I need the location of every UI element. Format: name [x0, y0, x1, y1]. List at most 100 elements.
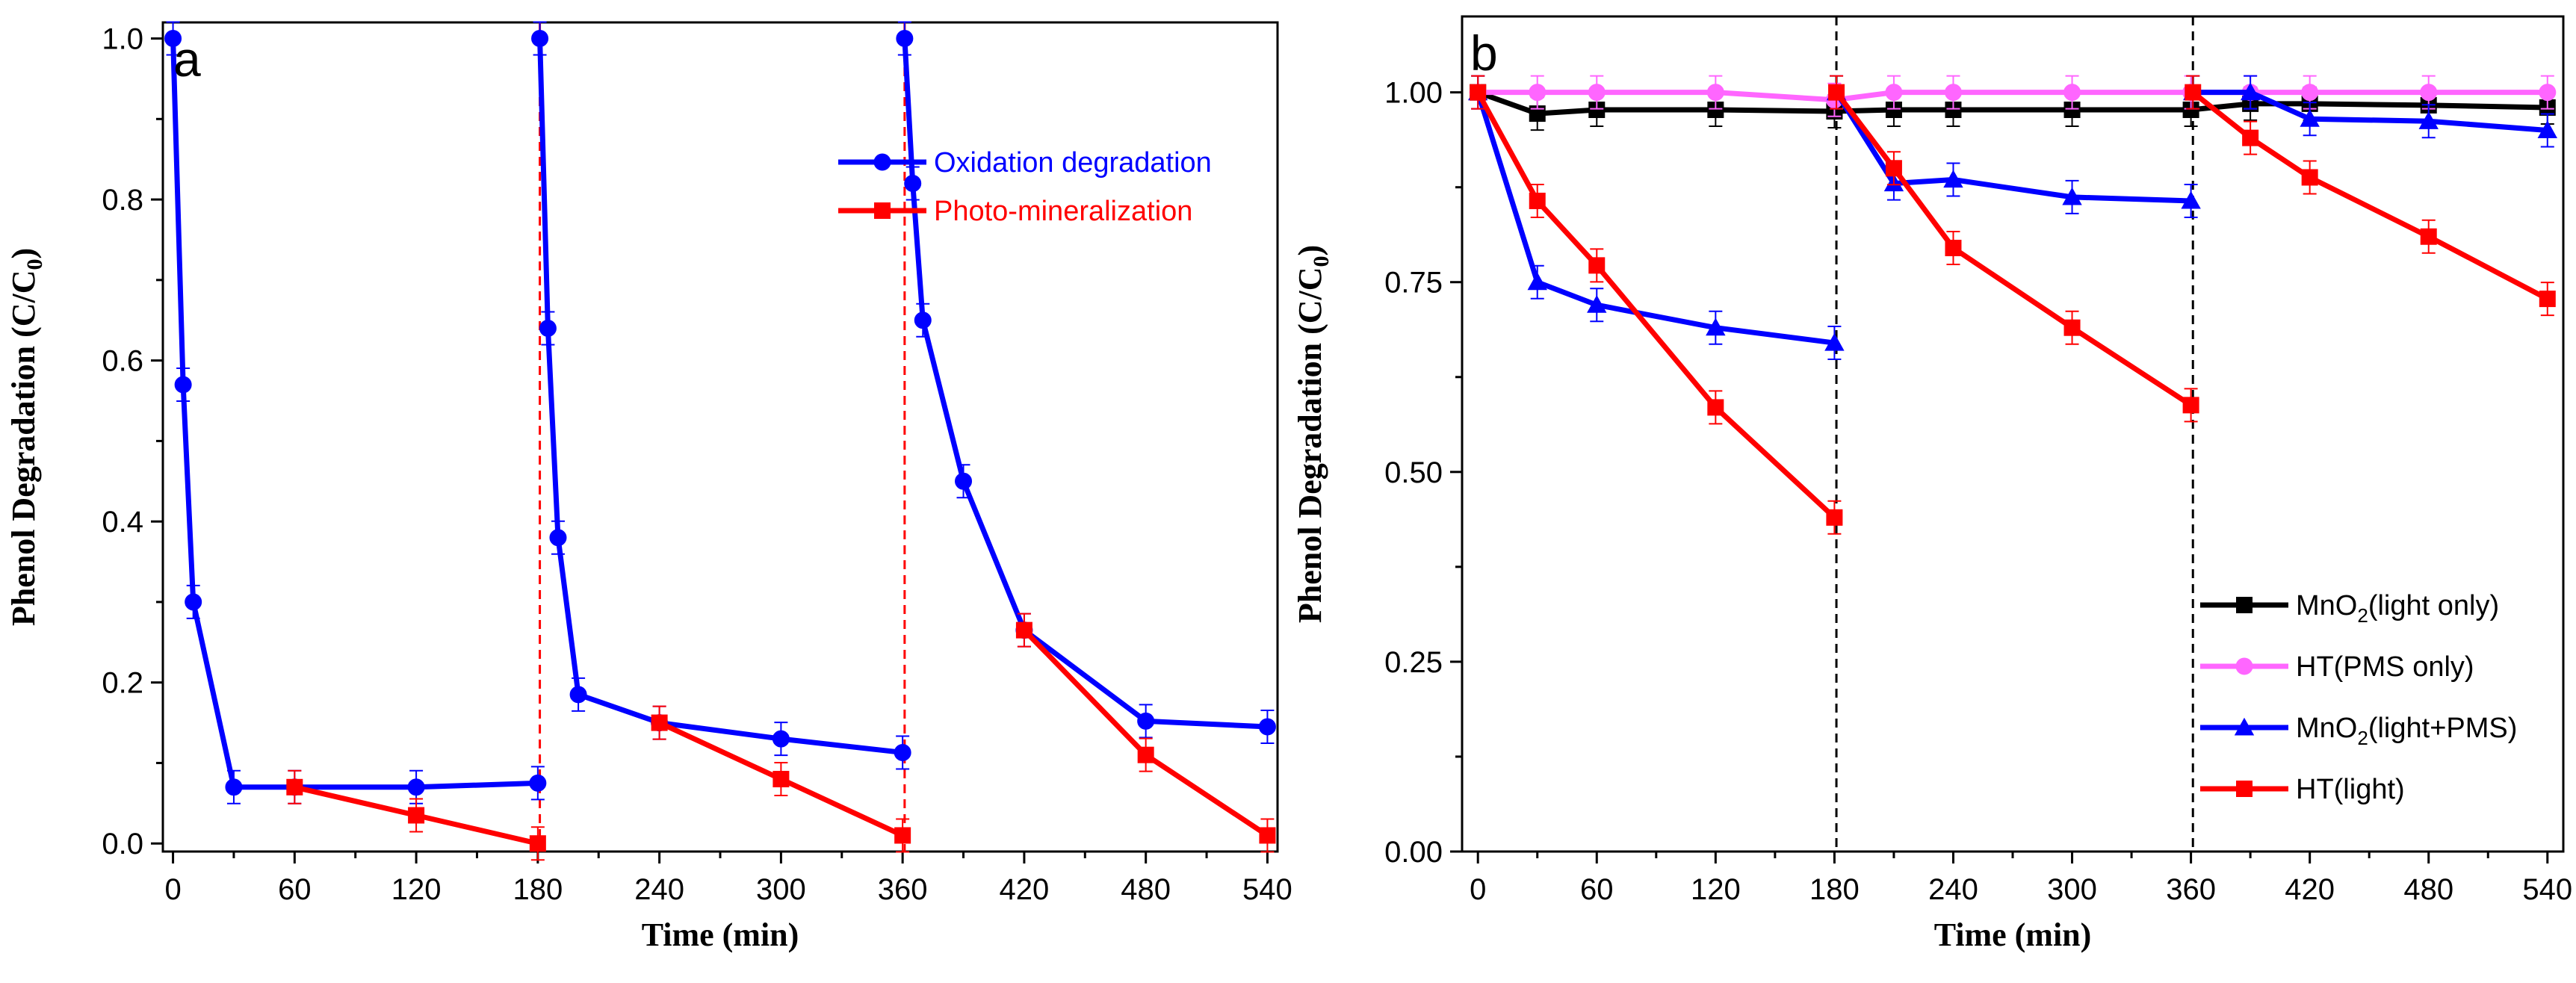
data-point: [1258, 718, 1276, 736]
data-point: [1885, 84, 1903, 102]
data-point: [1529, 84, 1546, 102]
legend-label: HT(light): [2296, 774, 2405, 805]
x-tick-label: 180: [513, 873, 563, 906]
x-tick-label: 120: [1691, 873, 1741, 906]
legend-label: HT(PMS only): [2296, 651, 2474, 683]
y-axis-title: Phenol Degradation (C/C0): [5, 248, 47, 626]
series-line: [537, 38, 903, 755]
data-point: [904, 175, 922, 193]
y-tick-label: 0.0: [102, 828, 143, 860]
data-point: [1137, 746, 1154, 763]
data-point: [1706, 84, 1724, 102]
series-line: [902, 38, 1268, 730]
data-point: [914, 311, 932, 329]
data-point: [894, 743, 911, 761]
data-point: [2300, 109, 2320, 127]
data-point: [1943, 170, 1963, 188]
data-point: [1828, 84, 1845, 101]
series-line: [170, 38, 538, 790]
data-point: [1588, 257, 1606, 274]
x-tick-label: 300: [756, 873, 806, 906]
data-point: [2242, 129, 2259, 146]
x-tick-label: 300: [2047, 873, 2097, 906]
data-point: [772, 730, 790, 748]
x-tick-label: 0: [164, 873, 181, 906]
data-point: [2181, 190, 2201, 209]
data-point: [955, 472, 973, 490]
data-point: [1588, 84, 1606, 102]
data-point: [2301, 84, 2319, 102]
series-line: [1834, 90, 2193, 408]
data-point: [2418, 111, 2439, 129]
data-point: [1259, 827, 1276, 844]
y-tick-label: 1.0: [102, 23, 143, 56]
data-point: [539, 320, 557, 338]
x-axis-title: Time (min): [1934, 917, 2092, 953]
data-point: [1945, 239, 1962, 256]
data-point: [225, 778, 243, 796]
data-point: [1529, 192, 1546, 209]
data-point: [2185, 84, 2202, 101]
y-tick-label: 0.2: [102, 667, 143, 700]
series-line: [2191, 90, 2549, 302]
data-point: [2240, 82, 2261, 101]
data-point: [2420, 228, 2437, 245]
legend-marker: [2236, 597, 2253, 613]
data-point: [1588, 102, 1606, 119]
panel-letter: a: [173, 31, 201, 87]
x-tick-label: 60: [278, 873, 312, 906]
data-point: [651, 714, 668, 731]
x-tick-label: 480: [2403, 873, 2453, 906]
data-point: [569, 686, 587, 704]
data-point: [2539, 291, 2556, 308]
data-point: [1527, 272, 1547, 291]
data-point: [164, 30, 182, 48]
legend-label: Oxidation degradation: [934, 147, 1212, 179]
data-point: [286, 778, 303, 796]
y-tick-label: 0.75: [1384, 267, 1443, 300]
data-point: [2301, 169, 2318, 186]
legend-marker: [2236, 781, 2253, 797]
data-point: [408, 807, 425, 824]
data-point: [2062, 187, 2082, 205]
x-tick-label: 480: [1121, 873, 1171, 906]
x-tick-label: 120: [391, 873, 442, 906]
legend-marker: [2234, 717, 2255, 736]
data-point: [407, 778, 425, 796]
legend-label: MnO2(light only): [2296, 590, 2499, 627]
data-point: [529, 774, 547, 792]
x-tick-label: 240: [634, 873, 684, 906]
data-point: [1587, 295, 1607, 313]
data-point: [1944, 84, 1962, 102]
x-tick-label: 60: [1580, 873, 1614, 906]
data-point: [531, 30, 549, 48]
x-tick-label: 360: [878, 873, 928, 906]
legend: MnO2(light only) HT(PMS only) MnO2(light+P…: [2200, 590, 2517, 805]
data-point: [1015, 621, 1032, 639]
x-tick-label: 180: [1809, 873, 1860, 906]
legend-label: Photo-mineralization: [934, 196, 1192, 227]
data-point: [773, 771, 790, 788]
series-line: [1478, 90, 2548, 103]
y-tick-label: 0.25: [1384, 646, 1443, 679]
x-tick-label: 240: [1928, 873, 1978, 906]
data-point: [1826, 509, 1843, 526]
series-line: [1476, 90, 1836, 520]
x-axis-title: Time (min): [642, 917, 799, 953]
data-point: [896, 30, 914, 48]
data-point: [2063, 102, 2081, 119]
data-point: [1706, 317, 1726, 336]
data-point: [1470, 84, 1487, 101]
panel-b-chart: 0 60 120 180 240 300 360 420 480 540 0.00 0.25 0.50 0…: [1292, 15, 2572, 953]
data-point: [174, 376, 192, 394]
x-tick-label: 420: [1000, 873, 1050, 906]
y-tick-label: 0.00: [1384, 836, 1443, 869]
y-tick-label: 0.4: [102, 506, 143, 539]
data-point: [2539, 84, 2557, 102]
x-tick-label: 420: [2285, 873, 2335, 906]
data-point: [1885, 160, 1902, 177]
data-point: [1707, 399, 1724, 416]
y-tick-label: 0.50: [1384, 456, 1443, 489]
data-point: [2182, 397, 2199, 414]
